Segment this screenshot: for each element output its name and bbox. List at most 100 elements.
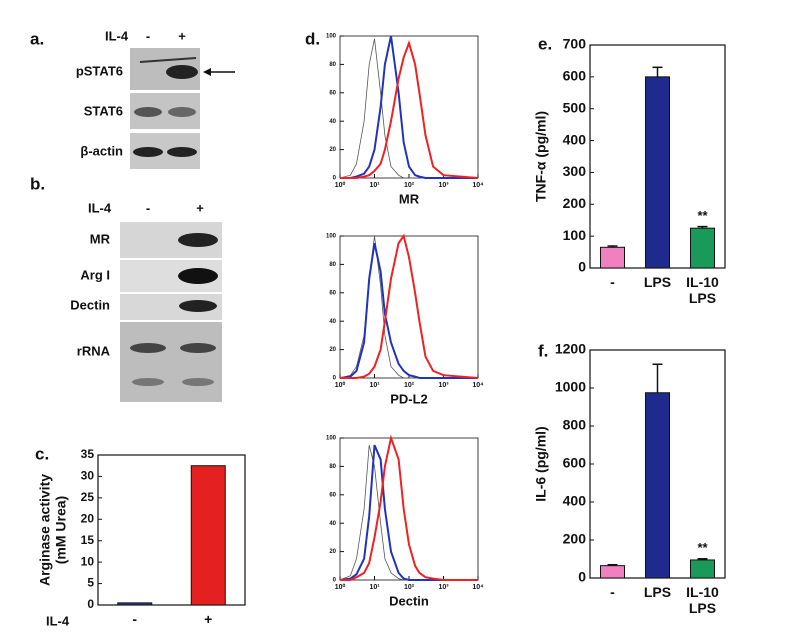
treatment-label: IL-4 bbox=[105, 28, 129, 43]
x-tick-label: 10⁰ bbox=[335, 381, 346, 389]
plot-frame bbox=[339, 437, 479, 581]
y-tick-label: 80 bbox=[329, 62, 336, 68]
row-label: rRNA bbox=[77, 343, 111, 358]
y-tick-label: 100 bbox=[326, 436, 337, 442]
x-tick-label-box: - bbox=[132, 611, 138, 627]
x-tick-label-box: LPS bbox=[644, 584, 671, 600]
bar bbox=[690, 559, 715, 579]
blot-band bbox=[134, 107, 162, 117]
y-tick-label: 600 bbox=[563, 68, 587, 84]
panel-label: c. bbox=[35, 444, 49, 463]
blot-band bbox=[179, 300, 217, 312]
y-tick-label: 0 bbox=[333, 376, 337, 382]
x-tick-label: - bbox=[610, 584, 615, 600]
histogram-line bbox=[339, 242, 478, 379]
x-tick-label: 10⁰ bbox=[335, 181, 346, 189]
bar bbox=[600, 565, 625, 579]
y-axis-label: (mM Urea) bbox=[53, 496, 69, 564]
y-tick-label: 10 bbox=[81, 554, 95, 568]
x-tick-label: 10⁴ bbox=[472, 382, 484, 389]
arrow-head bbox=[203, 68, 211, 76]
x-tick-label: 10¹ bbox=[369, 584, 380, 591]
y-tick-label: 60 bbox=[329, 290, 336, 296]
x-tick-label: 10¹ bbox=[369, 182, 380, 189]
x-tick-label: IL-10 LPS bbox=[686, 584, 719, 616]
x-tick-label-box: + bbox=[204, 611, 212, 627]
x-tick-label: 10² bbox=[404, 382, 415, 389]
blot-band bbox=[178, 233, 218, 247]
blot-band bbox=[132, 378, 164, 386]
x-tick-label: 10² bbox=[404, 584, 415, 591]
plot-frame bbox=[97, 454, 246, 606]
panel-label: b. bbox=[30, 174, 45, 193]
bar bbox=[690, 227, 715, 269]
y-tick-label: 600 bbox=[563, 455, 587, 471]
bar bbox=[190, 465, 226, 606]
treatment-label: IL-4 bbox=[88, 200, 112, 215]
y-tick-label: 15 bbox=[81, 533, 95, 547]
x-tick-label: 10³ bbox=[438, 584, 449, 591]
bar bbox=[117, 602, 153, 606]
y-tick-label: 0 bbox=[333, 176, 337, 182]
y-tick-label: 700 bbox=[563, 36, 587, 52]
y-tick-label: 100 bbox=[326, 234, 337, 240]
blot-band bbox=[168, 107, 196, 117]
row-label: pSTAT6 bbox=[76, 63, 123, 78]
condition-label: + bbox=[196, 200, 204, 215]
x-tick-label: IL-10 LPS bbox=[686, 274, 719, 306]
blot-band bbox=[130, 343, 166, 353]
y-tick-label: 1200 bbox=[555, 341, 586, 357]
plot-frame bbox=[339, 35, 479, 179]
bar bbox=[645, 76, 670, 269]
y-tick-label: 400 bbox=[563, 493, 587, 509]
x-tick-label: 10¹ bbox=[369, 382, 380, 389]
x-tick-label-box: LPS bbox=[644, 274, 671, 290]
blot-band bbox=[178, 268, 218, 284]
y-tick-label: 35 bbox=[81, 447, 95, 461]
x-tick-label: - bbox=[132, 611, 138, 627]
row-label: Arg I bbox=[80, 267, 110, 282]
y-tick-label: 200 bbox=[563, 531, 587, 547]
histogram-line bbox=[339, 444, 478, 581]
y-tick-label: 20 bbox=[329, 549, 336, 555]
x-axis-label: IL-4 bbox=[46, 613, 70, 628]
x-tick-label: 10⁰ bbox=[335, 583, 346, 591]
x-axis-label: Dectin bbox=[389, 593, 429, 608]
y-tick-label: 80 bbox=[329, 262, 336, 268]
y-axis-label: TNF-α (pg/ml) bbox=[533, 111, 549, 202]
y-tick-label: 500 bbox=[563, 99, 587, 115]
blot-band bbox=[166, 65, 198, 79]
panel-label: d. bbox=[305, 29, 320, 48]
condition-label: + bbox=[178, 28, 186, 43]
y-tick-label: 200 bbox=[563, 195, 587, 211]
y-tick-label: 5 bbox=[87, 576, 94, 590]
y-tick-label: 0 bbox=[333, 578, 337, 584]
x-axis-label: PD-L2 bbox=[390, 391, 428, 406]
y-tick-label: 1000 bbox=[555, 379, 586, 395]
y-tick-label: 20 bbox=[329, 347, 336, 353]
y-tick-label: 25 bbox=[81, 490, 95, 504]
y-tick-label: 20 bbox=[329, 147, 336, 153]
annotation: ** bbox=[697, 540, 708, 555]
y-tick-label: 20 bbox=[81, 511, 95, 525]
condition-label: - bbox=[146, 28, 150, 43]
y-tick-label: 100 bbox=[326, 34, 337, 40]
row-label: STAT6 bbox=[84, 103, 123, 118]
histogram-line bbox=[340, 233, 479, 379]
bar bbox=[645, 392, 670, 579]
histogram-line bbox=[339, 38, 478, 179]
bar bbox=[600, 246, 625, 269]
x-tick-label: 10⁴ bbox=[472, 584, 484, 591]
x-tick-label: 10³ bbox=[438, 182, 449, 189]
blot bbox=[120, 322, 222, 402]
histogram-line bbox=[340, 39, 479, 179]
x-tick-label: - bbox=[610, 274, 615, 290]
x-tick-label: 10⁴ bbox=[472, 182, 484, 189]
y-tick-label: 300 bbox=[563, 163, 587, 179]
blot-band bbox=[167, 147, 197, 157]
blot-band bbox=[180, 343, 216, 353]
y-axis-label: IL-6 (pg/ml) bbox=[533, 426, 549, 501]
x-tick-label: 10³ bbox=[438, 382, 449, 389]
panel-label: a. bbox=[30, 29, 44, 48]
